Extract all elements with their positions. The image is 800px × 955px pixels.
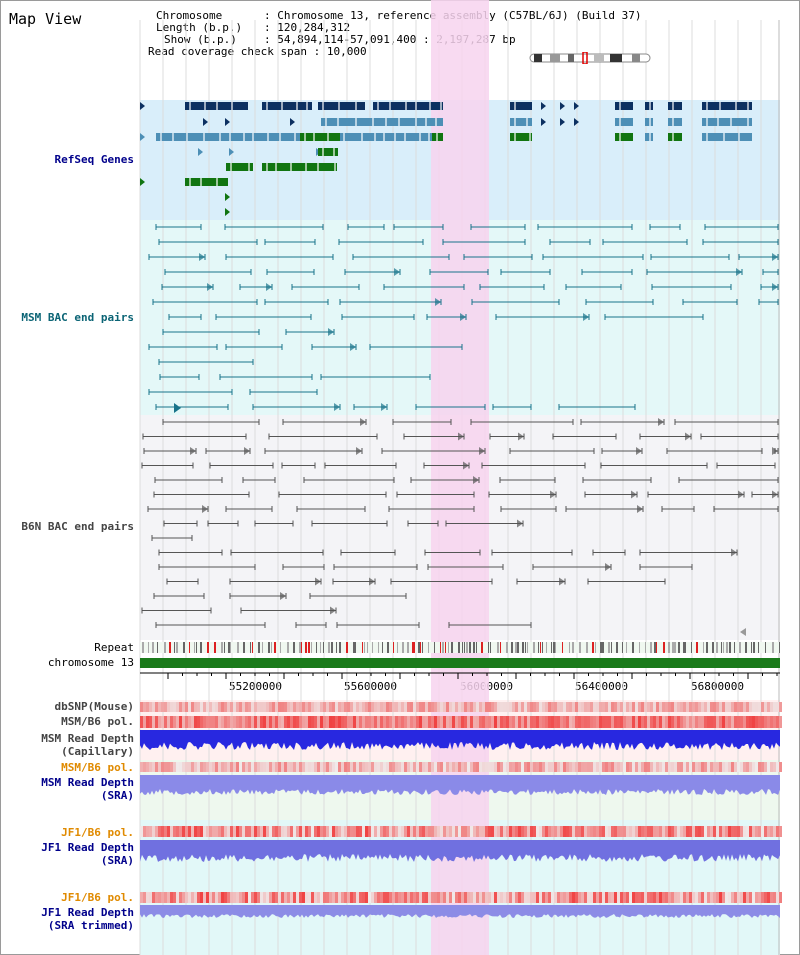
chromosome-value: Chromosome 13, reference assembly (C57BL… xyxy=(277,9,642,22)
coverage-label: Read coverage check span xyxy=(148,45,307,58)
ideogram-band xyxy=(568,54,574,62)
jf1-b6-pol-track-label: JF1/B6 pol. xyxy=(61,826,134,839)
msm-depth-sra-line2: (SRA) xyxy=(100,789,134,802)
msm-depth-capillary-line1: MSM Read Depth xyxy=(41,732,134,745)
msm-bac-track-label: MSM BAC end pairs xyxy=(21,311,134,324)
chromosome-track-label: chromosome 13 xyxy=(47,656,134,669)
ideogram-band xyxy=(550,54,560,62)
axis-tick-label: 56800000 xyxy=(691,680,744,693)
chromosome-ideogram[interactable] xyxy=(528,52,652,64)
ideogram-band xyxy=(594,54,604,62)
jf1-depth-trimmed-line1: JF1 Read Depth xyxy=(41,906,134,919)
jf1-depth-trimmed-line2: (SRA trimmed) xyxy=(47,919,134,932)
page-title: Map View xyxy=(9,10,82,28)
repeat-track-label: Repeat xyxy=(94,641,134,654)
axis-tick-label: 55200000 xyxy=(229,680,282,693)
axis-tick-label: 56000000 xyxy=(460,680,513,693)
refseq-track-label: RefSeq Genes xyxy=(54,153,134,166)
msm-b6-pol-2-track-label: MSM/B6 pol. xyxy=(61,761,134,774)
show-label: Show (b.p.) xyxy=(164,33,237,46)
ideogram-position-marker xyxy=(582,52,588,64)
chromosome-label: Chromosome xyxy=(156,9,223,22)
ideogram-band xyxy=(610,54,622,62)
chromosome-row: Chromosome: Chromosome 13, reference ass… xyxy=(148,10,642,22)
jf1-depth-trimmed-label: JF1 Read Depth (SRA trimmed) xyxy=(41,906,134,932)
ideogram-band xyxy=(632,54,640,62)
length-value: 120,284,312 xyxy=(277,21,351,34)
coverage-value: 10,000 xyxy=(326,45,367,58)
jf1-b6-pol-2-track-label: JF1/B6 pol. xyxy=(61,891,134,904)
dbsnp-track-label: dbSNP(Mouse) xyxy=(54,700,134,713)
coverage-row: Read coverage check span : 10,000 xyxy=(148,45,367,58)
jf1-depth-sra-line1: JF1 Read Depth xyxy=(41,841,134,854)
region-info: Chromosome: Chromosome 13, reference ass… xyxy=(148,10,642,58)
msm-depth-capillary-label: MSM Read Depth (Capillary) xyxy=(41,732,134,758)
ideogram-band xyxy=(534,54,542,62)
axis-tick-label: 55600000 xyxy=(344,680,397,693)
b6n-bac-track-label: B6N BAC end pairs xyxy=(21,520,134,533)
jf1-depth-sra-line2: (SRA) xyxy=(100,854,134,867)
axis-tick-label: 56400000 xyxy=(575,680,628,693)
msm-depth-capillary-line2: (Capillary) xyxy=(61,745,134,758)
msm-b6-pol-track-label: MSM/B6 pol. xyxy=(61,715,134,728)
msm-depth-sra-line1: MSM Read Depth xyxy=(41,776,134,789)
jf1-depth-sra-label: JF1 Read Depth (SRA) xyxy=(41,841,134,867)
msm-depth-sra-label: MSM Read Depth (SRA) xyxy=(41,776,134,802)
